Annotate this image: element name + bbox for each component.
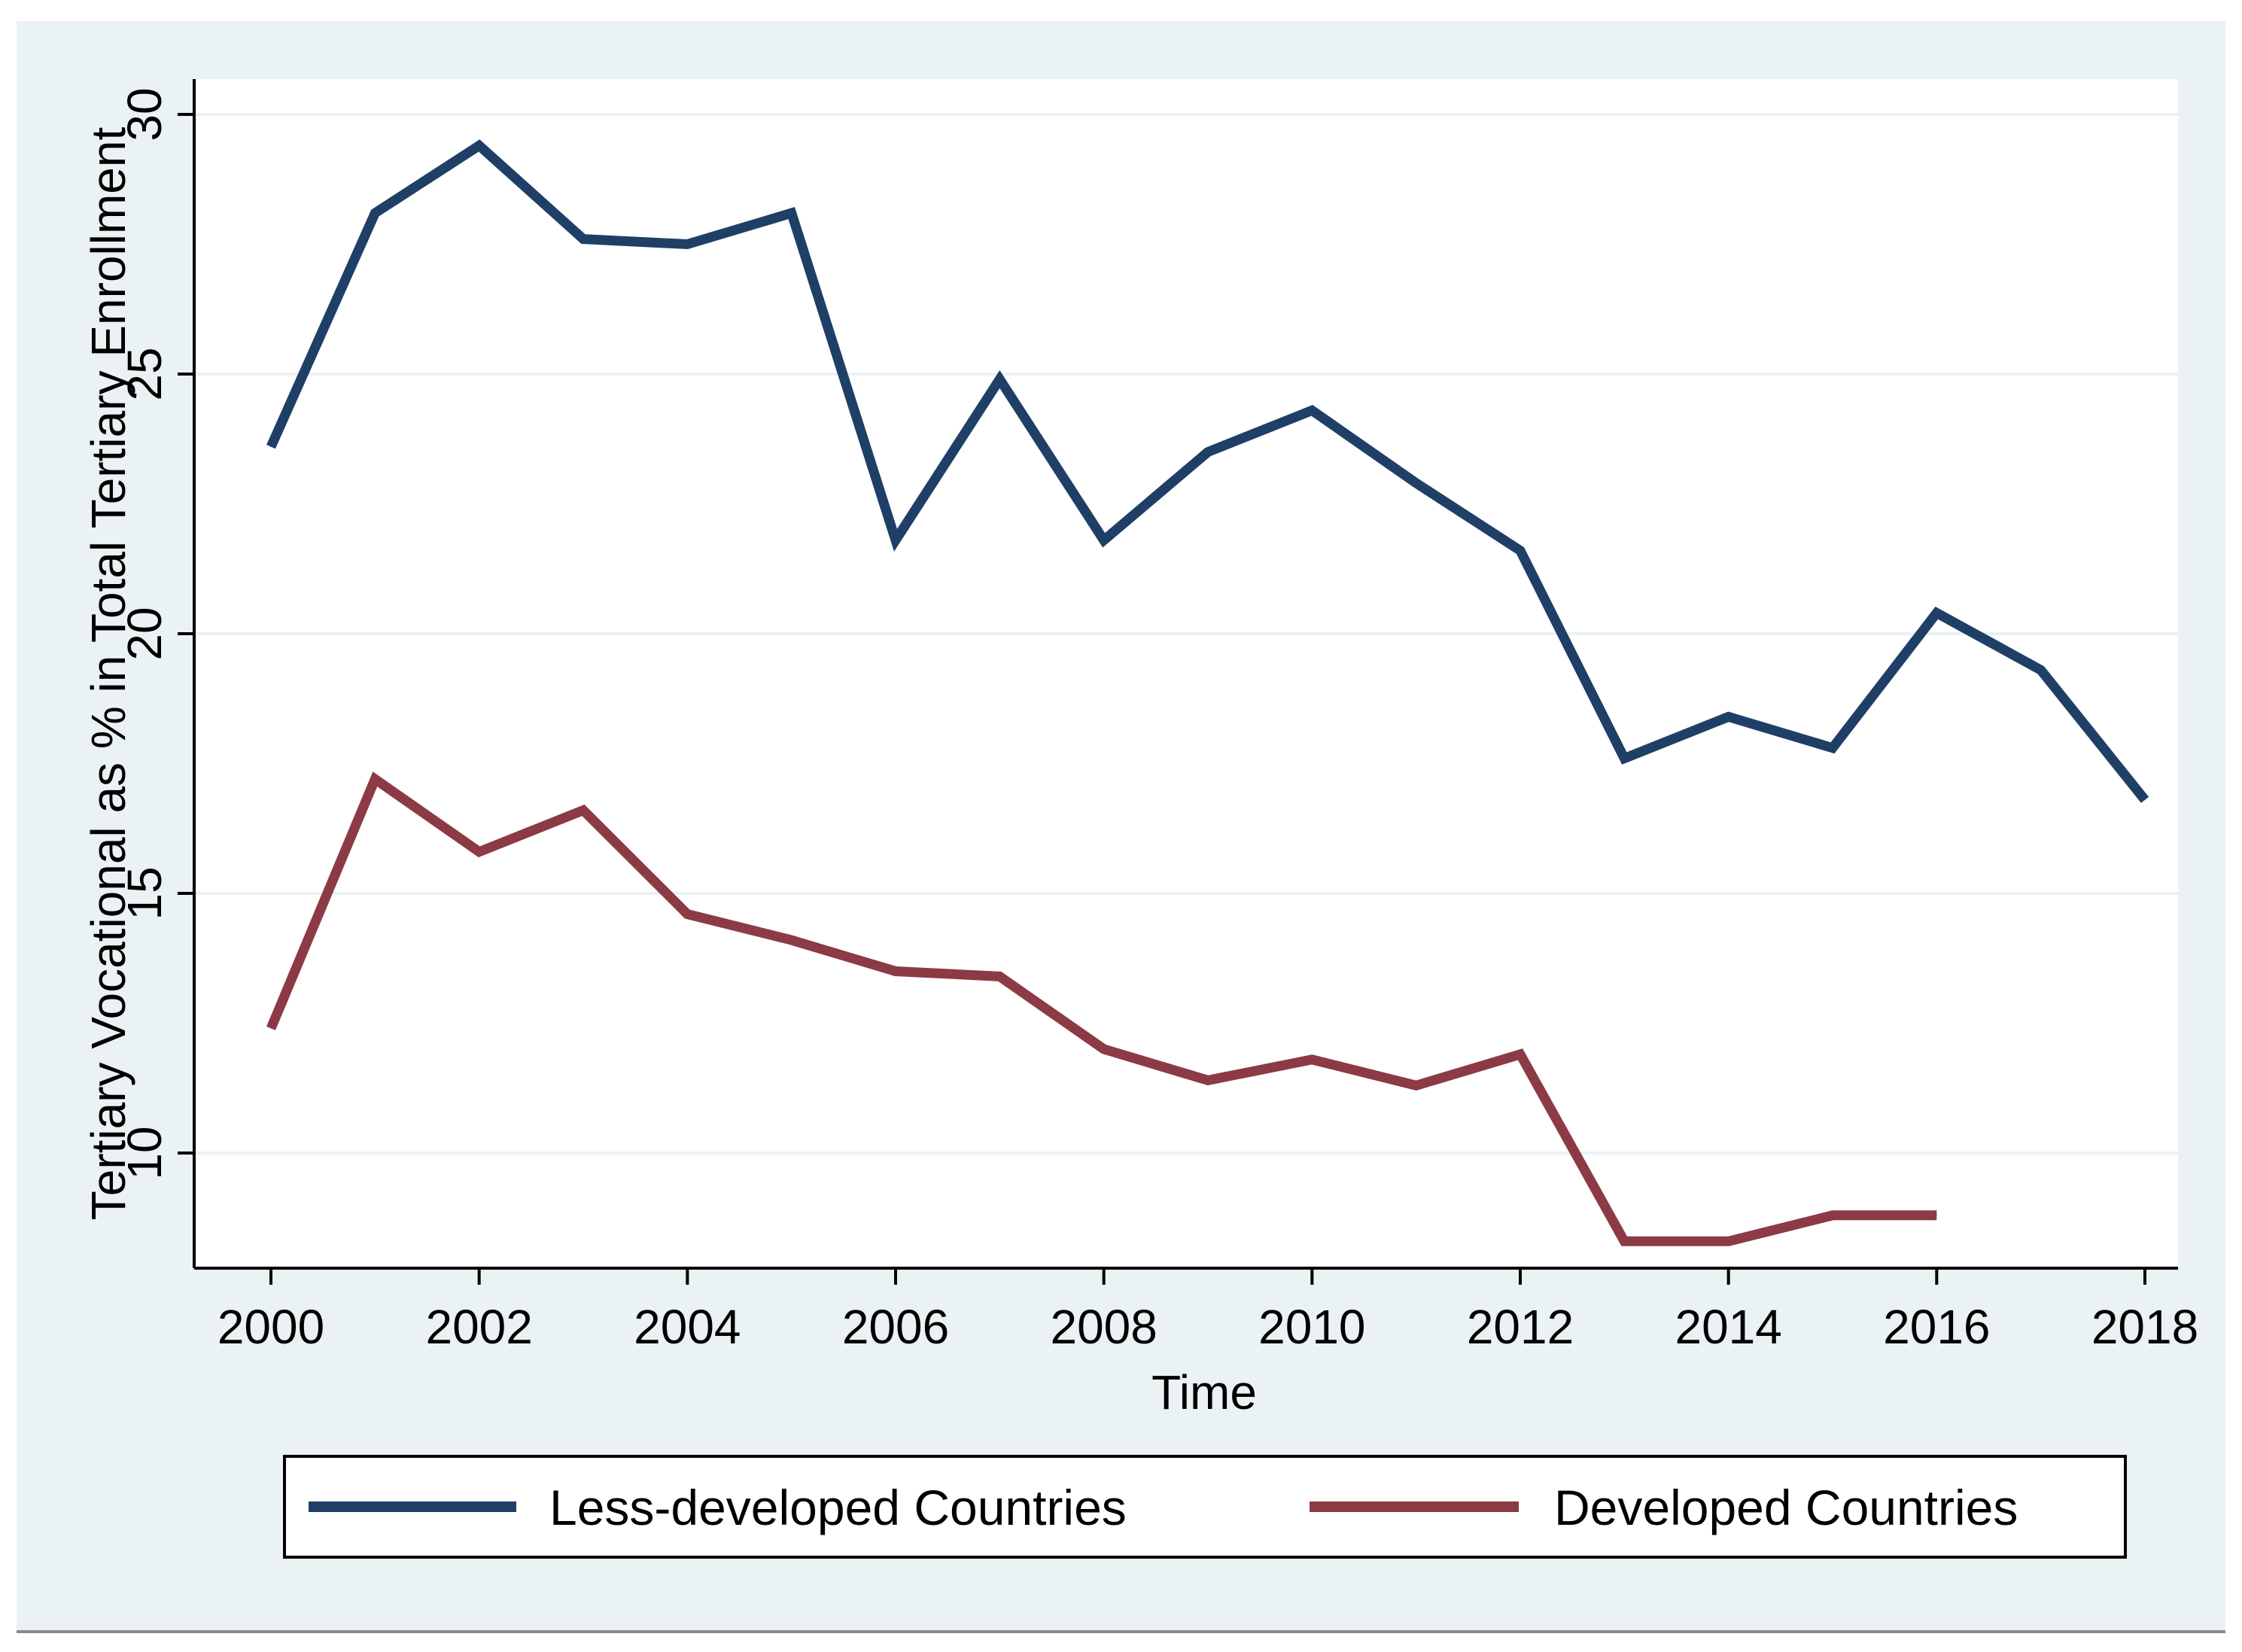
- x-tick-label: 2012: [1467, 1300, 1574, 1354]
- y-axis-ticks: 10 15 20 25 30: [117, 87, 194, 1180]
- data-point: [791, 212, 792, 214]
- x-tick-label: 2002: [425, 1300, 532, 1354]
- series-lines: [266, 139, 2149, 1246]
- y-tick-label: 15: [117, 866, 172, 920]
- legend-label-less-developed: Less-developed Countries: [549, 1480, 1127, 1535]
- data-point: [2040, 669, 2042, 671]
- data-point: [2144, 799, 2146, 801]
- data-point: [686, 244, 688, 245]
- grid-lines: [194, 113, 2178, 1155]
- x-tick-label: 2018: [2091, 1300, 2198, 1354]
- x-tick-label: 2006: [842, 1300, 949, 1354]
- legend-label-developed: Developed Countries: [1554, 1480, 2018, 1535]
- legend: Less-developed Countries Developed Count…: [283, 1455, 2127, 1559]
- x-tick-label: 2014: [1675, 1300, 1781, 1354]
- x-tick-label: 2008: [1050, 1300, 1157, 1354]
- data-point: [1520, 550, 1521, 552]
- y-tick-label: 25: [117, 347, 172, 400]
- data-point: [270, 1027, 272, 1029]
- data-point: [1207, 1079, 1209, 1081]
- data-point: [583, 810, 584, 811]
- y-tick-label: 10: [117, 1126, 172, 1179]
- data-point: [1103, 1048, 1105, 1050]
- data-point: [270, 446, 272, 448]
- data-point: [1623, 758, 1625, 759]
- x-tick-label: 2016: [1883, 1300, 1990, 1354]
- data-point: [791, 939, 792, 941]
- data-point: [999, 975, 1000, 977]
- data-point: [1311, 409, 1313, 411]
- x-tick-label: 2004: [634, 1300, 741, 1354]
- y-axis-title: Tertiary Vocational as % in Total Tertia…: [81, 127, 135, 1221]
- y-tick-label: 20: [117, 607, 172, 660]
- data-point: [1728, 716, 1729, 717]
- x-axis-title: Time: [1151, 1365, 1257, 1419]
- plot-area: [194, 79, 2178, 1268]
- data-point: [1311, 1059, 1313, 1060]
- x-tick-label: 2000: [218, 1300, 324, 1354]
- y-tick-label: 30: [117, 87, 172, 141]
- legend-box: [283, 1455, 2127, 1559]
- data-point: [1623, 1240, 1625, 1242]
- x-axis-ticks: 2000 2002 2004 2006 2008 2010 2012 2014 2016 2018: [218, 1268, 2198, 1354]
- x-tick-label: 2010: [1258, 1300, 1365, 1354]
- data-point: [374, 778, 376, 780]
- data-point: [374, 212, 376, 214]
- data-point: [1728, 1240, 1729, 1242]
